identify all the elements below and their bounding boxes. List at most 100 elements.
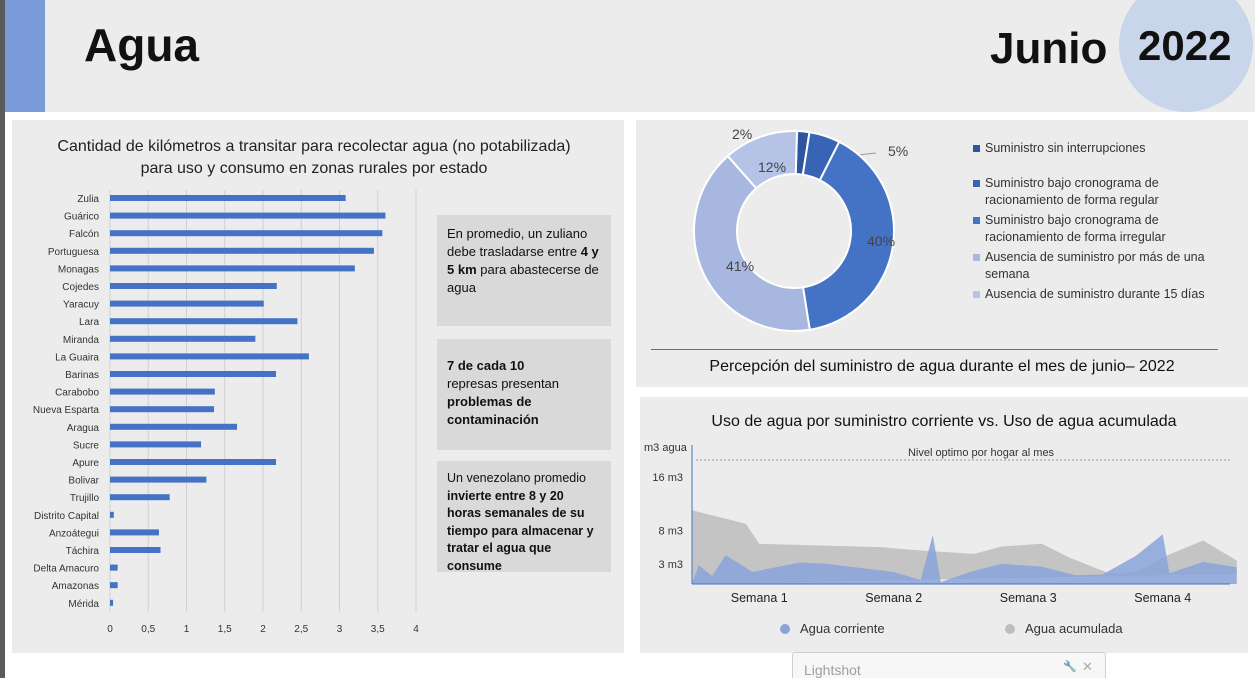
area-x-tick-label: Semana 1 <box>731 591 788 605</box>
bar-category-label: Mérida <box>68 599 99 610</box>
bar <box>110 547 161 553</box>
bar-chart-title-line-2: para uso y consumo en zonas rurales por … <box>140 160 488 177</box>
bar-category-label: Guárico <box>64 212 99 223</box>
bar-category-label: Táchira <box>66 546 100 557</box>
donut-legend-item: Ausencia de suministro durante 15 días <box>973 286 1233 303</box>
area-legend: Agua corriente Agua acumulada <box>640 621 1248 641</box>
bar-category-label: Sucre <box>73 440 100 451</box>
bar <box>110 476 207 483</box>
bar-chart-title-line-1: Cantidad de kilómetros a transitar para … <box>57 138 571 155</box>
lightshot-label: Lightshot <box>804 662 861 678</box>
donut-slice-label: 12% <box>758 159 786 175</box>
fact-3-text-a: Un venezolano promedio <box>447 471 586 485</box>
bar <box>110 371 277 377</box>
header-band <box>5 0 1255 112</box>
bar-category-label: Amazonas <box>52 581 99 592</box>
bar-category-label: Trujillo <box>70 493 100 504</box>
area-legend-dot <box>780 624 790 634</box>
page-title: Agua <box>84 19 199 71</box>
fact-2-text-c: problemas de contaminación <box>447 394 539 427</box>
area-legend-dot <box>1005 624 1015 634</box>
bar <box>110 511 114 518</box>
bar <box>110 599 114 606</box>
area-y-tick-label: 16 m3 <box>652 472 683 484</box>
bar-category-label: Monagas <box>58 264 99 275</box>
bar <box>110 423 237 430</box>
bar <box>110 441 202 448</box>
area-chart-title: Uso de agua por suministro corriente vs.… <box>711 413 1177 430</box>
bar-x-tick-label: 0,5 <box>141 624 155 635</box>
bar-category-label: Falcón <box>69 229 99 240</box>
donut-legend-label: Ausencia de suministro por más de una se… <box>985 250 1205 281</box>
bar-category-label: Cojedes <box>62 282 99 293</box>
bar-category-label: Miranda <box>63 335 100 346</box>
donut-chart-plot: 2% 5% 40% 41% 12% <box>693 126 908 332</box>
wrench-icon[interactable]: 🔧 <box>1063 661 1077 673</box>
bar-category-label: Carabobo <box>55 388 99 399</box>
area-x-tick-label: Semana 3 <box>1000 591 1057 605</box>
donut-divider <box>651 349 1218 350</box>
close-icon[interactable]: ✕ <box>1082 659 1093 674</box>
bar-category-label: Nueva Esparta <box>33 405 100 416</box>
year-circle <box>1119 0 1253 112</box>
area-legend-label: Agua acumulada <box>1025 621 1123 636</box>
bar <box>110 230 383 237</box>
bar-category-label: Delta Amacuro <box>33 564 99 575</box>
bar <box>110 265 355 272</box>
donut-legend-label: Ausencia de suministro durante 15 días <box>985 287 1205 301</box>
header-month: Junio <box>990 24 1108 73</box>
bar-x-tick-label: 1,5 <box>218 624 232 635</box>
area-series-corriente <box>692 534 1237 584</box>
bar-category-label: Bolivar <box>68 476 99 487</box>
donut-slice-label: 2% <box>732 126 752 142</box>
bar <box>110 529 159 536</box>
header-accent-bar <box>5 0 45 112</box>
area-y-tick-label: 8 m3 <box>659 525 683 537</box>
bar-category-label: Barinas <box>65 370 99 381</box>
bar <box>110 300 264 307</box>
bar <box>110 388 215 395</box>
fact-2-text-a: 7 de cada 10 <box>447 358 525 373</box>
donut-legend-swatch <box>973 217 980 224</box>
bar <box>110 406 215 413</box>
bar-category-label: Portuguesa <box>48 247 100 258</box>
donut-slice-label: 5% <box>888 143 908 159</box>
bar-x-tick-label: 4 <box>413 624 419 635</box>
donut-caption: Percepción del suministro de agua durant… <box>709 358 1175 375</box>
bar-category-label: La Guaira <box>55 352 99 363</box>
bar-category-label: Lara <box>79 317 99 328</box>
left-edge-strip <box>0 0 5 678</box>
donut-slice <box>726 130 799 190</box>
donut-slice-label: 41% <box>726 258 754 274</box>
area-y-axis-label: m3 agua <box>644 442 688 454</box>
fact-1-text-b: 4 y 5 km <box>447 244 599 277</box>
donut-slice-label: 40% <box>867 233 895 249</box>
donut-legend: Suministro sin interrupciones Suministro … <box>973 140 1233 306</box>
fact-1-text-a: En promedio, un zuliano debe trasladarse… <box>447 226 588 259</box>
donut-legend-item: Ausencia de suministro por más de una se… <box>973 249 1233 283</box>
bar-category-label: Yaracuy <box>63 300 99 311</box>
area-legend-item: Agua corriente <box>780 621 885 636</box>
area-chart-panel: Uso de agua por suministro corriente vs.… <box>640 397 1248 653</box>
bar-category-label: Anzoátegui <box>49 528 99 539</box>
fact-2-text-b: represas presentan <box>447 376 560 391</box>
bar-chart-title: Cantidad de kilómetros a transitar para … <box>12 136 616 180</box>
donut-legend-label: Suministro sin interrupciones <box>985 141 1146 155</box>
donut-legend-swatch <box>973 145 980 152</box>
bar <box>110 335 256 342</box>
donut-legend-item: Suministro sin interrupciones <box>973 140 1233 157</box>
donut-legend-item: Suministro bajo cronograma de racionamie… <box>973 175 1233 209</box>
bar-chart-plot: 0 0,5 1 1,5 2 2,5 3 3,5 4 Zulia Guárico Falcón Portu… <box>33 190 419 635</box>
area-legend-label: Agua corriente <box>800 621 885 636</box>
donut-slice <box>801 140 895 331</box>
donut-legend-item: Suministro bajo cronograma de racionamie… <box>973 212 1233 246</box>
bar <box>110 195 346 201</box>
bar-x-tick-label: 3 <box>337 624 343 635</box>
bar-category-label: Aragua <box>67 423 100 434</box>
lightshot-toolbar[interactable]: Lightshot 🔧 ✕ <box>792 652 1106 678</box>
area-x-tick-label: Semana 2 <box>865 591 922 605</box>
bar <box>110 564 118 571</box>
donut-slice <box>693 154 811 332</box>
fact-box-distance: En promedio, un zuliano debe trasladarse… <box>437 215 611 326</box>
